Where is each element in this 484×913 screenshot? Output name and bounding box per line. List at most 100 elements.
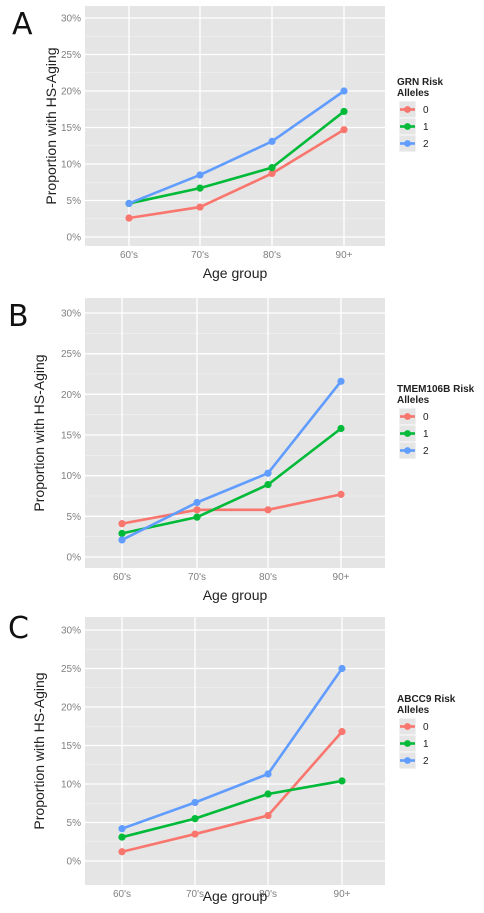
x-axis-title: Age group bbox=[203, 265, 268, 281]
legend-label: 2 bbox=[423, 139, 429, 150]
series-line-0 bbox=[128, 128, 345, 220]
y-tick-label: 10% bbox=[61, 160, 81, 171]
data-point-series-2 bbox=[338, 664, 346, 673]
x-axis-title: Age group bbox=[203, 587, 268, 603]
legend-key-point bbox=[404, 413, 411, 420]
data-point-series-1 bbox=[268, 164, 276, 172]
data-point-series-1 bbox=[118, 833, 126, 841]
data-point-series-0 bbox=[340, 126, 348, 134]
y-tick-label: 25% bbox=[61, 664, 81, 675]
y-axis-title: Proportion with HS-Aging bbox=[31, 354, 47, 511]
y-tick-label: 5% bbox=[67, 818, 82, 829]
data-point-series-0 bbox=[338, 728, 346, 736]
data-point-series-1 bbox=[191, 815, 199, 823]
data-point-series-2 bbox=[340, 87, 348, 95]
plot-background bbox=[85, 617, 385, 885]
series-line-2 bbox=[121, 667, 344, 830]
y-tick-label: 15% bbox=[61, 741, 81, 752]
data-point-series-0 bbox=[196, 203, 204, 211]
y-tick-label: 10% bbox=[61, 471, 81, 482]
y-tick-label: 20% bbox=[61, 390, 81, 401]
x-tick-label: 80's bbox=[263, 250, 281, 261]
y-tick-label: 20% bbox=[61, 703, 81, 714]
legend-title: ABCC9 Risk bbox=[397, 694, 456, 705]
series-line-1 bbox=[121, 779, 343, 839]
data-point-series-0 bbox=[125, 214, 133, 222]
x-tick-label: 90+ bbox=[334, 889, 351, 900]
data-point-series-0 bbox=[191, 830, 199, 838]
legend-key-point bbox=[404, 123, 411, 130]
y-tick-label: 25% bbox=[61, 50, 81, 61]
legend-key-point bbox=[404, 140, 411, 147]
legend-key-point bbox=[404, 447, 411, 454]
data-point-series-2 bbox=[191, 798, 199, 807]
legend-label: 1 bbox=[423, 122, 429, 133]
legend-key-point bbox=[404, 740, 411, 747]
y-tick-label: 10% bbox=[61, 780, 81, 791]
data-point-series-2 bbox=[193, 498, 201, 507]
x-tick-label: 90+ bbox=[333, 572, 350, 583]
data-point-series-0 bbox=[118, 848, 126, 856]
data-point-series-1 bbox=[193, 513, 201, 521]
x-tick-label: 60's bbox=[113, 889, 131, 900]
data-point-series-0 bbox=[268, 169, 276, 178]
plot-background bbox=[85, 298, 385, 568]
data-point-series-1 bbox=[196, 184, 204, 192]
y-tick-label: 30% bbox=[61, 626, 81, 637]
panel-letter-b: B bbox=[8, 299, 29, 334]
y-axis-title: Proportion with HS-Aging bbox=[31, 672, 47, 829]
legend-key-point bbox=[404, 106, 411, 113]
series-line-0 bbox=[121, 493, 342, 525]
legend-title: Alleles bbox=[397, 705, 430, 716]
chart-panel-c: 0% 5% 10% 15% 20% 25% 30% 60's 70's 80's 90+ Age gr… bbox=[31, 617, 456, 904]
data-point-series-2 bbox=[337, 377, 345, 385]
y-tick-label: 0% bbox=[67, 857, 82, 868]
data-point-series-0 bbox=[193, 506, 201, 514]
legend-label: 0 bbox=[423, 105, 429, 116]
legend-label: 1 bbox=[423, 739, 429, 750]
data-point-series-1 bbox=[337, 424, 345, 433]
data-point-series-1 bbox=[340, 107, 348, 116]
chart-panel-b: 0% 5% 10% 15% 20% 25% 30% 60's 70's 80's 90+ Age gr… bbox=[31, 298, 475, 603]
y-tick-label: 15% bbox=[61, 431, 81, 442]
data-point-series-2 bbox=[264, 770, 272, 778]
legend-title: Alleles bbox=[397, 395, 430, 406]
data-point-series-2 bbox=[264, 469, 272, 477]
x-tick-label: 60's bbox=[120, 250, 138, 261]
x-tick-label: 70's bbox=[191, 250, 209, 261]
x-tick-label: 70's bbox=[186, 889, 204, 900]
y-tick-label: 30% bbox=[61, 14, 81, 25]
y-tick-label: 5% bbox=[67, 512, 82, 523]
x-tick-label: 70's bbox=[188, 572, 206, 583]
legend-label: 2 bbox=[423, 756, 429, 767]
y-axis-title: Proportion with HS-Aging bbox=[43, 47, 59, 204]
y-tick-label: 25% bbox=[61, 349, 81, 360]
series-line-0 bbox=[121, 730, 343, 854]
legend-key-point bbox=[404, 757, 411, 764]
data-point-series-0 bbox=[264, 506, 272, 514]
legend-label: 0 bbox=[423, 722, 429, 733]
legend-title: Alleles bbox=[397, 88, 430, 99]
legend-key-point bbox=[404, 430, 411, 437]
x-tick-label: 90+ bbox=[336, 250, 353, 261]
series-line-1 bbox=[128, 110, 345, 205]
data-point-series-2 bbox=[196, 171, 204, 179]
data-point-series-0 bbox=[264, 811, 272, 820]
x-tick-label: 60's bbox=[113, 572, 131, 583]
data-point-series-1 bbox=[118, 529, 126, 538]
data-point-series-2 bbox=[125, 199, 133, 208]
legend-label: 1 bbox=[423, 429, 429, 440]
data-point-series-1 bbox=[338, 777, 346, 785]
data-point-series-0 bbox=[118, 520, 126, 528]
data-point-series-1 bbox=[264, 790, 272, 798]
y-tick-label: 15% bbox=[61, 123, 81, 134]
legend-title: TMEM106B Risk bbox=[397, 384, 475, 395]
chart-panel-a: 0% 5% 10% 15% 20% 25% 30% 60's 70's 80's 90+ Age gr… bbox=[43, 6, 444, 281]
y-tick-label: 0% bbox=[67, 553, 82, 564]
panel-letter-a: A bbox=[12, 7, 33, 42]
data-point-series-2 bbox=[118, 825, 126, 833]
y-tick-label: 30% bbox=[61, 309, 81, 320]
x-axis-title: Age group bbox=[203, 888, 268, 904]
data-point-series-2 bbox=[118, 536, 126, 544]
